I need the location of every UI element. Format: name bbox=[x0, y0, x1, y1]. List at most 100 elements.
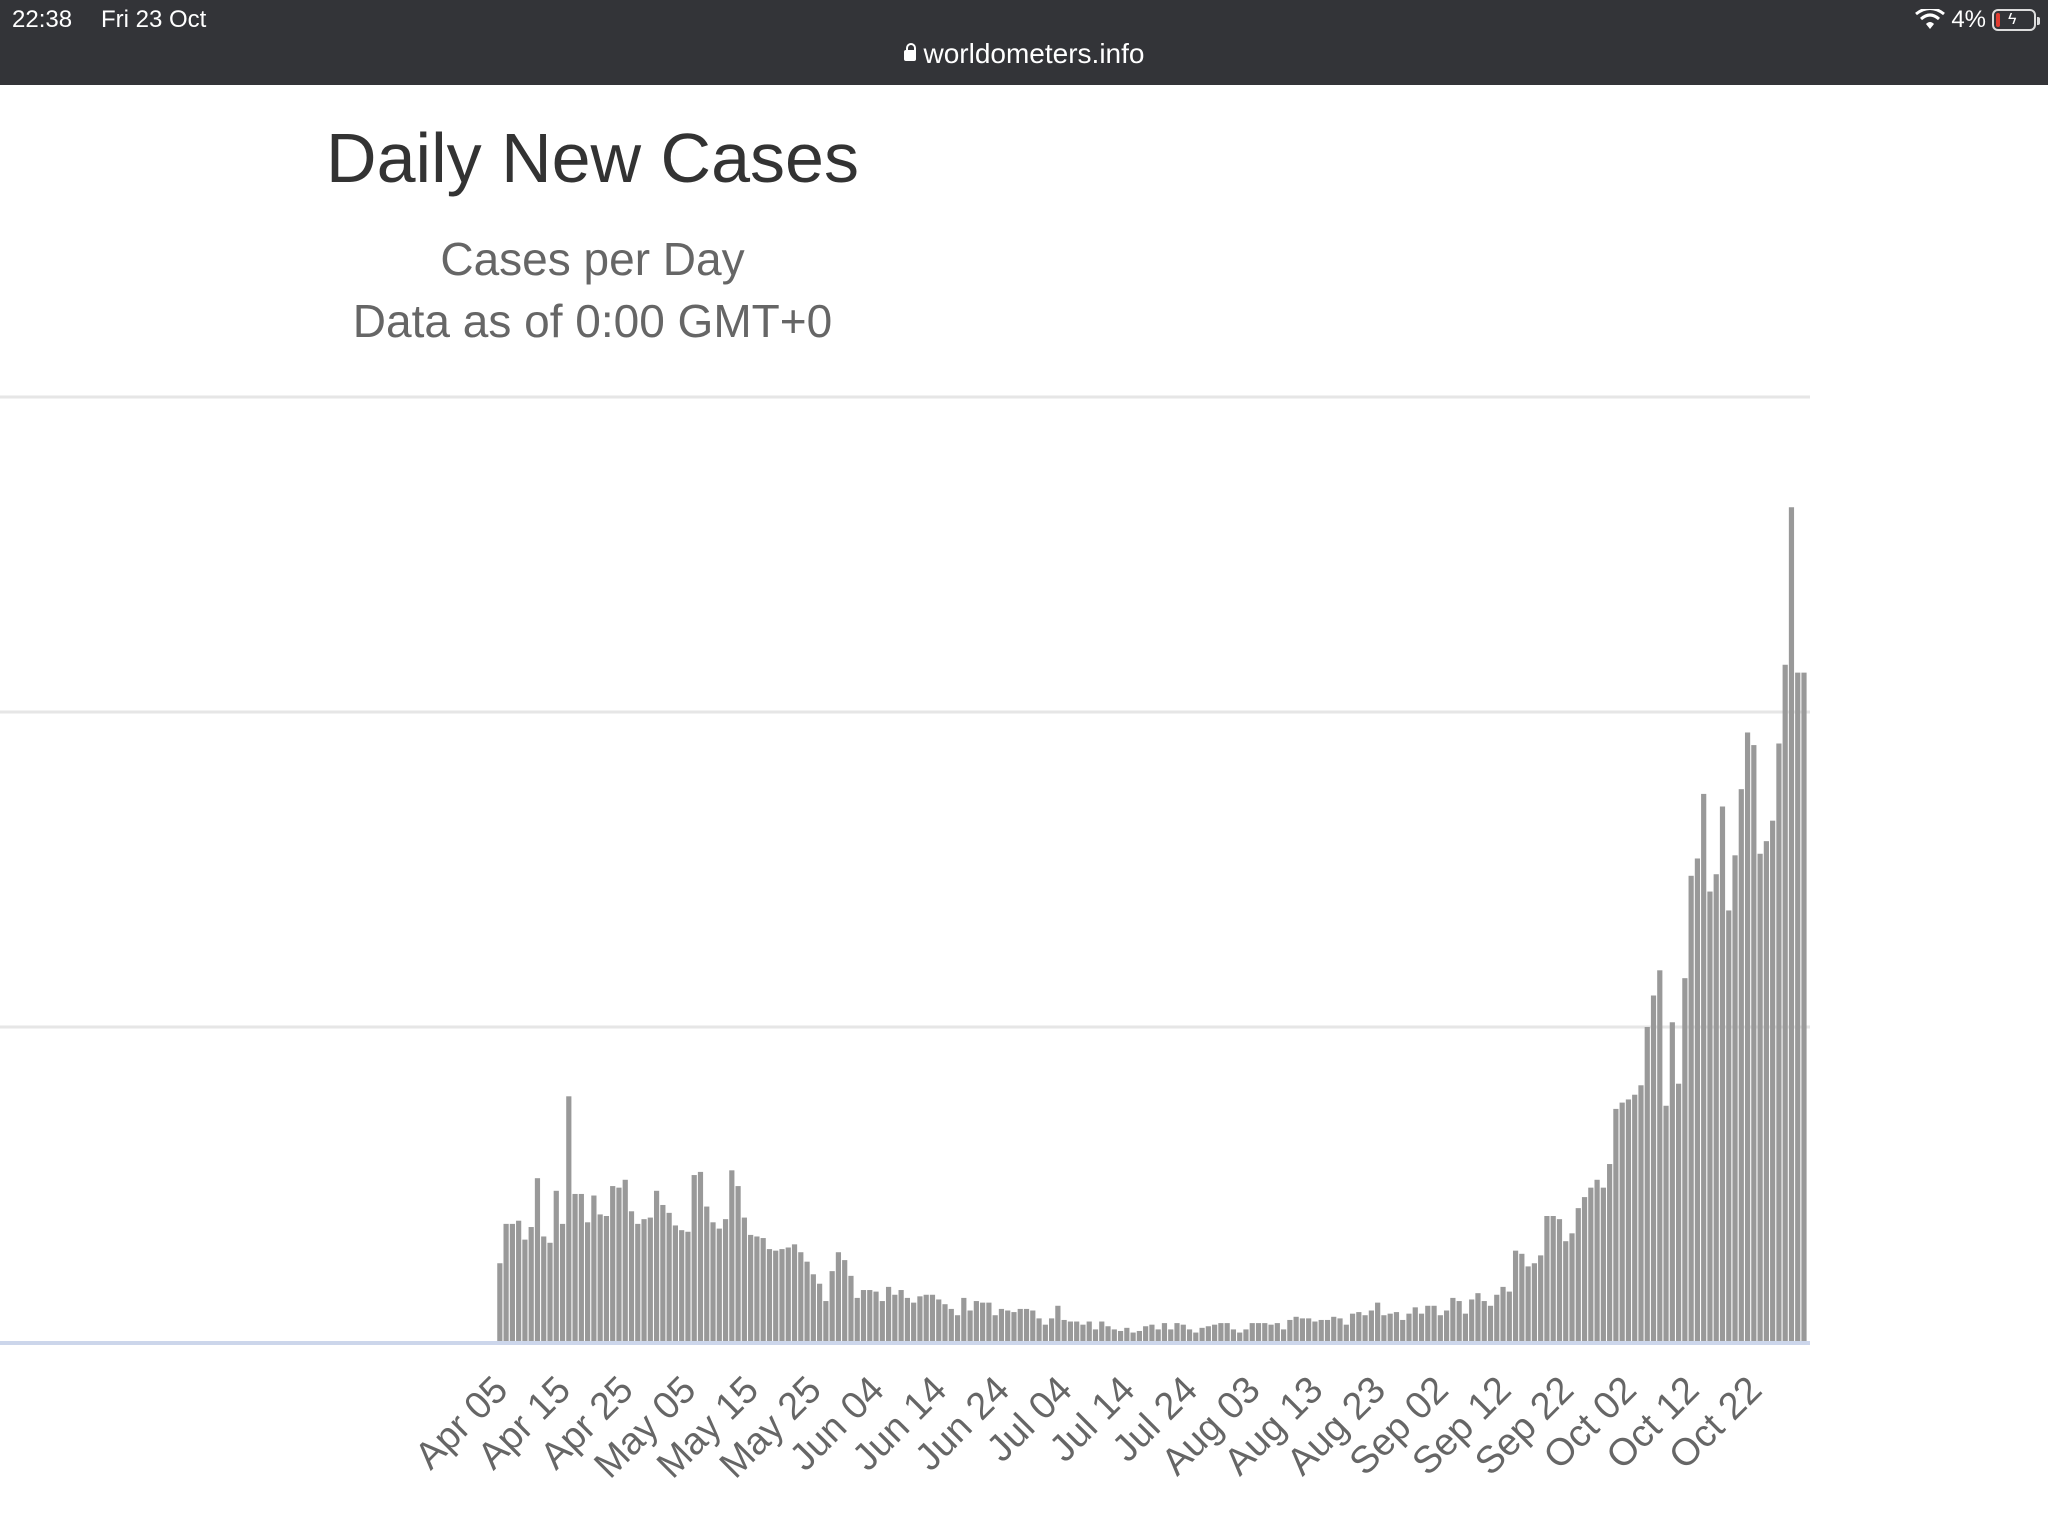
bar-136[interactable] bbox=[1343, 1324, 1349, 1342]
bar-82[interactable] bbox=[1005, 1310, 1011, 1343]
bar-127[interactable] bbox=[1287, 1319, 1293, 1342]
bar-185[interactable] bbox=[1650, 995, 1657, 1343]
bar-109[interactable] bbox=[1174, 1323, 1180, 1342]
bar-59[interactable] bbox=[860, 1290, 867, 1343]
bar-15[interactable] bbox=[585, 1222, 591, 1342]
bar-142[interactable] bbox=[1381, 1315, 1387, 1342]
bar-190[interactable] bbox=[1682, 978, 1688, 1342]
bar-158[interactable] bbox=[1481, 1301, 1487, 1342]
bar-143[interactable] bbox=[1387, 1313, 1393, 1342]
bar-81[interactable] bbox=[998, 1308, 1005, 1342]
bar-206[interactable] bbox=[1782, 664, 1788, 1342]
bar-160[interactable] bbox=[1494, 1294, 1500, 1342]
bar-8[interactable] bbox=[541, 1236, 547, 1342]
bar-113[interactable] bbox=[1199, 1327, 1205, 1343]
bar-175[interactable] bbox=[1588, 1187, 1594, 1342]
bar-27[interactable] bbox=[660, 1204, 666, 1342]
bar-30[interactable] bbox=[679, 1230, 685, 1342]
bar-40[interactable] bbox=[741, 1217, 747, 1342]
bar-33[interactable] bbox=[697, 1171, 704, 1342]
bar-23[interactable] bbox=[635, 1223, 641, 1343]
bar-65[interactable] bbox=[898, 1290, 904, 1343]
bar-122[interactable] bbox=[1255, 1323, 1262, 1342]
bar-55[interactable] bbox=[835, 1252, 842, 1342]
bar-126[interactable] bbox=[1280, 1329, 1287, 1342]
bar-19[interactable] bbox=[610, 1186, 616, 1343]
bar-79[interactable] bbox=[986, 1302, 992, 1343]
bar-92[interactable] bbox=[1067, 1321, 1074, 1343]
bar-52[interactable] bbox=[817, 1283, 823, 1342]
bar-112[interactable] bbox=[1193, 1332, 1199, 1342]
bar-102[interactable] bbox=[1130, 1332, 1136, 1342]
bar-191[interactable] bbox=[1688, 875, 1694, 1342]
bar-46[interactable] bbox=[779, 1249, 785, 1342]
bar-177[interactable] bbox=[1600, 1187, 1606, 1342]
bar-129[interactable] bbox=[1299, 1318, 1305, 1343]
bar-60[interactable] bbox=[867, 1290, 873, 1343]
bar-100[interactable] bbox=[1117, 1330, 1124, 1342]
bar-28[interactable] bbox=[666, 1212, 672, 1342]
bar-9[interactable] bbox=[547, 1242, 553, 1342]
bar-66[interactable] bbox=[904, 1297, 910, 1342]
bar-31[interactable] bbox=[685, 1231, 691, 1342]
bar-172[interactable] bbox=[1569, 1233, 1575, 1342]
bar-200[interactable] bbox=[1744, 732, 1751, 1342]
bar-209[interactable] bbox=[1801, 672, 1807, 1343]
bar-119[interactable] bbox=[1237, 1332, 1243, 1342]
bar-7[interactable] bbox=[534, 1178, 541, 1342]
bar-37[interactable] bbox=[722, 1219, 729, 1342]
bar-67[interactable] bbox=[911, 1302, 917, 1343]
bar-53[interactable] bbox=[823, 1301, 829, 1342]
bar-208[interactable] bbox=[1795, 672, 1801, 1343]
bar-141[interactable] bbox=[1375, 1302, 1381, 1343]
bar-201[interactable] bbox=[1751, 745, 1757, 1342]
bar-78[interactable] bbox=[980, 1302, 986, 1343]
bar-156[interactable] bbox=[1469, 1299, 1475, 1342]
bar-24[interactable] bbox=[641, 1219, 647, 1342]
bar-18[interactable] bbox=[603, 1216, 610, 1342]
bar-13[interactable] bbox=[572, 1193, 578, 1342]
bar-171[interactable] bbox=[1563, 1241, 1569, 1342]
bar-169[interactable] bbox=[1550, 1216, 1556, 1342]
bar-139[interactable] bbox=[1362, 1315, 1368, 1342]
bar-165[interactable] bbox=[1525, 1266, 1531, 1342]
bar-104[interactable] bbox=[1143, 1326, 1149, 1342]
bar-121[interactable] bbox=[1249, 1323, 1255, 1342]
bar-131[interactable] bbox=[1312, 1321, 1318, 1343]
bar-105[interactable] bbox=[1149, 1324, 1155, 1342]
bar-195[interactable] bbox=[1713, 874, 1719, 1342]
bar-80[interactable] bbox=[992, 1315, 998, 1342]
bar-93[interactable] bbox=[1074, 1321, 1080, 1343]
bar-124[interactable] bbox=[1268, 1324, 1274, 1342]
bar-103[interactable] bbox=[1136, 1330, 1142, 1342]
bar-72[interactable] bbox=[942, 1304, 948, 1342]
bar-196[interactable] bbox=[1719, 806, 1726, 1343]
bar-98[interactable] bbox=[1105, 1326, 1111, 1342]
bar-90[interactable] bbox=[1055, 1305, 1061, 1343]
bar-10[interactable] bbox=[553, 1190, 559, 1342]
bar-29[interactable] bbox=[672, 1225, 678, 1342]
bar-125[interactable] bbox=[1274, 1323, 1280, 1342]
bar-151[interactable] bbox=[1437, 1315, 1443, 1342]
bar-120[interactable] bbox=[1243, 1329, 1249, 1342]
bar-173[interactable] bbox=[1575, 1208, 1581, 1343]
bar-115[interactable] bbox=[1212, 1324, 1218, 1342]
bar-86[interactable] bbox=[1030, 1310, 1036, 1343]
bar-84[interactable] bbox=[1017, 1308, 1023, 1342]
bar-20[interactable] bbox=[616, 1187, 622, 1342]
bar-202[interactable] bbox=[1757, 853, 1763, 1342]
bar-42[interactable] bbox=[754, 1236, 760, 1342]
bar-180[interactable] bbox=[1619, 1102, 1625, 1342]
bar-74[interactable] bbox=[954, 1315, 961, 1342]
bar-154[interactable] bbox=[1456, 1301, 1462, 1342]
bar-107[interactable] bbox=[1161, 1323, 1168, 1342]
bar-50[interactable] bbox=[804, 1261, 810, 1342]
bar-57[interactable] bbox=[848, 1275, 854, 1342]
bar-189[interactable] bbox=[1676, 1083, 1682, 1342]
bar-88[interactable] bbox=[1042, 1324, 1048, 1342]
bar-159[interactable] bbox=[1487, 1305, 1494, 1343]
bar-63[interactable] bbox=[885, 1286, 892, 1343]
bar-36[interactable] bbox=[716, 1228, 722, 1342]
bar-4[interactable] bbox=[516, 1220, 522, 1342]
bar-147[interactable] bbox=[1412, 1307, 1418, 1342]
